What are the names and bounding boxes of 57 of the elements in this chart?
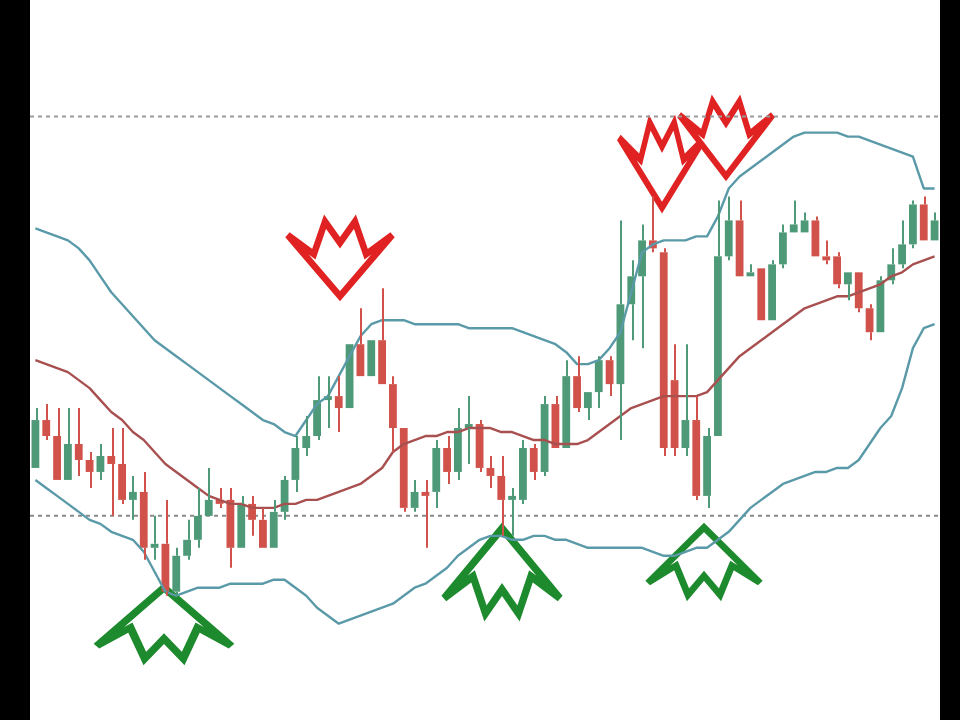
candlestick xyxy=(898,219,906,270)
candlestick xyxy=(724,195,733,262)
candlestick xyxy=(854,272,863,314)
candlestick xyxy=(497,454,506,537)
candlestick xyxy=(584,392,592,422)
candlestick xyxy=(692,395,701,501)
candlestick xyxy=(768,259,776,321)
candlestick xyxy=(573,355,581,414)
candlestick xyxy=(909,199,917,250)
candlestick xyxy=(259,506,267,548)
candlestick xyxy=(605,355,614,398)
candlestick xyxy=(378,287,386,385)
candlestick xyxy=(594,355,603,410)
candlestick xyxy=(85,450,94,489)
candlestick xyxy=(746,263,755,277)
candlestick xyxy=(410,478,419,513)
candlestick xyxy=(529,443,538,481)
candlestick xyxy=(714,199,722,437)
candlestick xyxy=(703,427,711,509)
candlestick xyxy=(865,303,874,342)
candlestick xyxy=(486,454,495,489)
candlestick xyxy=(562,359,571,448)
candlestick xyxy=(421,478,430,549)
candlestick xyxy=(150,514,159,561)
candlestick xyxy=(31,407,40,468)
candlestick xyxy=(735,199,744,277)
candlestick xyxy=(42,403,51,442)
candlestick xyxy=(129,474,137,521)
candlestick xyxy=(844,272,852,302)
candlestick xyxy=(269,498,278,548)
candlestick xyxy=(432,439,441,509)
candlestick xyxy=(681,343,690,457)
candlestick xyxy=(389,375,397,453)
candlestick xyxy=(194,486,202,549)
candlestick xyxy=(64,407,72,480)
candlestick xyxy=(183,518,191,561)
candlestick xyxy=(443,435,451,485)
candlestick xyxy=(313,375,321,442)
candlestick xyxy=(454,407,462,481)
candlestick xyxy=(919,195,928,241)
candlestick xyxy=(334,375,343,434)
candlestick xyxy=(53,407,61,480)
candlestick xyxy=(118,427,126,505)
candlestick xyxy=(291,435,300,493)
candlestick xyxy=(96,443,105,481)
candlestick xyxy=(172,546,181,597)
candlestick xyxy=(930,211,939,241)
candlestick xyxy=(356,307,365,377)
candlestick xyxy=(107,427,116,517)
candlestick xyxy=(302,415,311,457)
candlestick xyxy=(237,494,246,548)
candlestick xyxy=(204,466,213,516)
candlestick xyxy=(811,215,820,257)
candlestick xyxy=(74,407,83,477)
candlestick xyxy=(139,470,148,561)
candlestick xyxy=(399,428,408,513)
candlestick xyxy=(779,223,787,270)
